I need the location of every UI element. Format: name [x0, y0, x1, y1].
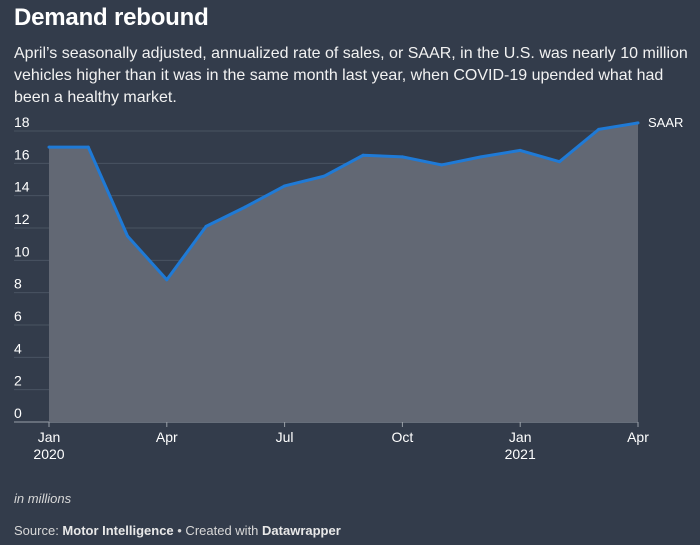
y-tick-label: 12: [14, 211, 30, 227]
y-tick-label: 4: [14, 340, 22, 356]
y-tick-label: 8: [14, 276, 22, 292]
y-tick-label: 18: [14, 114, 30, 130]
series-area: [47, 121, 640, 423]
x-tick-label: Apr: [627, 429, 649, 445]
data-point[interactable]: [165, 278, 169, 282]
chart-subtitle: April’s seasonally adjusted, annualized …: [14, 45, 688, 106]
y-tick-label: 10: [14, 243, 30, 259]
series-end-label: SAAR: [648, 115, 683, 130]
data-point[interactable]: [400, 155, 404, 159]
source-name[interactable]: Motor Intelligence: [62, 523, 174, 538]
series-line: [49, 121, 639, 282]
x-tick-label: Jan: [509, 429, 532, 445]
x-tick-label: Jul: [276, 429, 294, 445]
data-point[interactable]: [243, 205, 247, 209]
chart-notes: in millions: [14, 491, 72, 506]
data-point[interactable]: [361, 153, 365, 157]
data-point[interactable]: [518, 148, 522, 152]
data-point[interactable]: [86, 145, 90, 149]
data-point[interactable]: [636, 121, 640, 125]
data-point[interactable]: [322, 174, 326, 178]
data-point[interactable]: [479, 155, 483, 159]
y-tick-label: 2: [14, 373, 22, 389]
source-tool[interactable]: Datawrapper: [262, 523, 341, 538]
series-area-fill: [49, 122, 638, 423]
data-point[interactable]: [126, 234, 130, 238]
source-separator: • Created with: [173, 523, 263, 538]
x-tick-label: Jan: [38, 429, 61, 445]
y-tick-label: 16: [14, 146, 30, 162]
data-point[interactable]: [47, 145, 51, 149]
x-tick-label: Oct: [392, 429, 414, 445]
y-tick-label: 14: [14, 179, 30, 195]
x-tick-label: Apr: [156, 429, 178, 445]
chart-title: Demand rebound: [14, 4, 209, 31]
y-tick-label: 0: [14, 405, 22, 421]
y-tick-label: 6: [14, 308, 22, 324]
chart-source: Source: Motor Intelligence • Created wit…: [14, 523, 341, 538]
data-point[interactable]: [597, 127, 601, 131]
data-point[interactable]: [204, 224, 208, 228]
data-point[interactable]: [557, 160, 561, 164]
data-point[interactable]: [440, 163, 444, 167]
data-point[interactable]: [283, 184, 287, 188]
y-axis-ticks: 0 2 4 6 8 10 12 14 16 18: [14, 114, 30, 421]
x-tick-year-label: 2020: [33, 446, 64, 462]
source-prefix: Source:: [14, 523, 63, 538]
x-tick-year-label: 2021: [505, 446, 536, 462]
series-labels: SAAR: [648, 115, 683, 130]
